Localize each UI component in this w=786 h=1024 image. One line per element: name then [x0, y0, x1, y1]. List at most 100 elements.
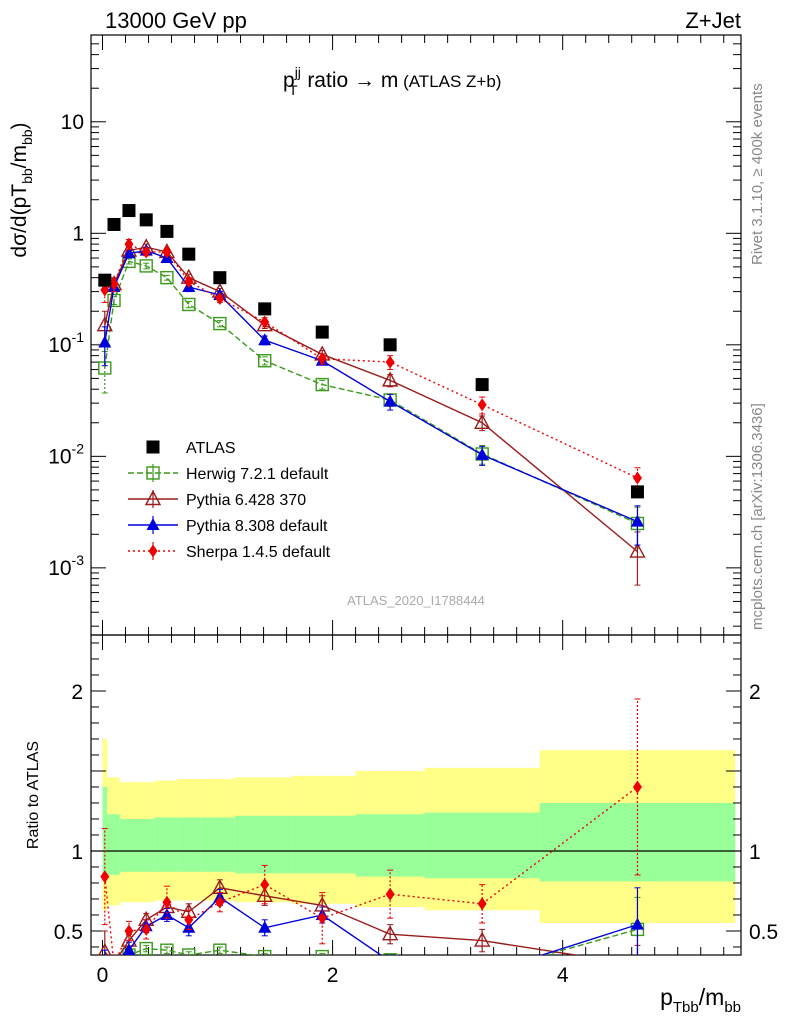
main-series-layer	[96, 204, 646, 586]
y-tick-label: 1	[72, 222, 84, 245]
data-point-sherpa	[100, 283, 110, 297]
ratio-point-sherpa	[184, 913, 194, 927]
data-point-sherpa	[317, 352, 327, 366]
x-axis-title: pTbb/mbb	[660, 984, 741, 1016]
uncertainty-band-inner	[177, 817, 201, 872]
data-point-sherpa	[385, 355, 395, 369]
data-point-sherpa	[632, 471, 642, 485]
legend-marker-pythia6	[144, 490, 162, 506]
ratio-point-pythia8	[122, 943, 136, 955]
ratio-point-herwig	[258, 949, 272, 955]
data-point-sherpa	[184, 274, 194, 288]
data-point-pythia8	[258, 333, 272, 346]
uncertainty-band-inner	[424, 812, 540, 879]
data-point-atlas	[475, 378, 489, 392]
uncertainty-band-inner	[137, 819, 155, 872]
ratio-axis-ticks: 0 2 4 0.5 0.5 1 1 2 2	[54, 635, 778, 987]
data-point-sherpa	[124, 237, 134, 251]
ratio-point-herwig	[139, 941, 153, 955]
data-point-herwig	[107, 293, 121, 308]
uncertainty-band-inner	[234, 815, 293, 874]
x-tick-label: 2	[327, 964, 339, 987]
data-point-atlas	[258, 302, 272, 316]
ratio-point-pythia6	[473, 931, 491, 947]
uncertainty-band-inner	[154, 817, 178, 872]
y-tick-label: 10-3	[48, 552, 84, 580]
data-point-pythia6	[381, 371, 399, 387]
legend-label-pythia6: Pythia 6.428 370	[186, 492, 306, 509]
data-point-herwig	[182, 297, 196, 312]
ratio-point-sherpa	[317, 911, 327, 925]
ratio-point-herwig	[213, 943, 227, 955]
ratio-point-pythia6	[630, 957, 644, 970]
ratio-point-sherpa	[477, 897, 487, 911]
ratio-uncertainty-bands	[91, 739, 741, 923]
ratio-point-pythia8	[258, 920, 272, 933]
data-point-herwig	[139, 259, 153, 273]
data-point-pythia8	[122, 246, 136, 259]
ratio-point-pythia8	[476, 967, 489, 979]
ratio-point-herwig	[315, 949, 329, 955]
data-point-herwig	[315, 377, 329, 392]
x-tick-label: 4	[557, 964, 569, 987]
ratio-point-herwig	[108, 971, 120, 983]
ratio-series-layer	[98, 698, 645, 983]
ratio-y-tick-label: 2	[71, 681, 83, 704]
ratio-point-pythia8	[182, 920, 196, 933]
y-tick-label: 10	[61, 111, 84, 134]
data-point-atlas	[630, 485, 644, 499]
legend-label-sherpa: Sherpa 1.4.5 default	[186, 544, 331, 561]
data-point-sherpa	[109, 277, 119, 291]
mcplots-label: mcplots.cern.ch [arXiv:1306.3436]	[749, 403, 766, 630]
ratio-point-herwig	[182, 948, 196, 955]
uncertainty-band-inner	[200, 817, 235, 872]
ratio-point-pythia6	[98, 942, 112, 955]
data-point-atlas	[315, 325, 329, 339]
legend-label-herwig: Herwig 7.2.1 default	[186, 466, 329, 483]
data-point-pythia6	[473, 413, 491, 429]
ratio-panel-frame	[90, 634, 742, 956]
ratio-point-sherpa	[632, 780, 642, 794]
series-line-pythia8	[104, 249, 638, 523]
series-line-sherpa	[104, 243, 638, 479]
ratio-point-pythia6	[113, 954, 115, 955]
ratio-point-herwig	[160, 943, 174, 955]
legend: ATLAS Herwig 7.2.1 default Pythia 6.428 37…	[128, 440, 331, 561]
data-point-atlas	[107, 217, 121, 231]
ratio-point-pythia6	[256, 886, 273, 902]
data-point-herwig	[213, 316, 227, 331]
main-axis-ticks: 10-3 10-2 10-1 1 10	[48, 34, 741, 635]
ratio-point-sherpa	[100, 870, 110, 884]
ratio-point-herwig	[476, 967, 488, 979]
analysis-watermark: ATLAS_2020_I1788444	[347, 593, 485, 608]
process-label: Z+Jet	[685, 8, 741, 33]
data-point-atlas	[160, 224, 174, 238]
rivet-label: Rivet 3.1.10, ≥ 400k events	[749, 83, 766, 265]
uncertainty-band-inner	[292, 815, 356, 874]
legend-marker-sherpa	[148, 544, 158, 558]
data-point-sherpa	[260, 315, 270, 329]
ratio-point-pythia8	[630, 917, 644, 930]
data-point-atlas	[383, 338, 397, 352]
data-point-sherpa	[477, 398, 487, 412]
ratio-point-sherpa	[385, 887, 395, 901]
energy-label: 13000 GeV pp	[105, 8, 247, 33]
ratio-y-tick-label: 1	[749, 841, 761, 864]
ratio-y-tick-label: 0.5	[749, 921, 778, 944]
y-tick-label: 10-1	[48, 329, 84, 357]
ratio-point-sherpa	[141, 922, 151, 936]
ratio-point-sherpa	[124, 924, 134, 938]
data-point-atlas	[182, 247, 196, 261]
ratio-point-sherpa	[162, 895, 172, 909]
ratio-point-pythia6	[381, 925, 399, 941]
data-point-atlas	[98, 273, 112, 287]
legend-label-atlas: ATLAS	[186, 440, 236, 457]
ratio-y-tick-label: 2	[749, 681, 761, 704]
ratio-point-sherpa	[215, 895, 225, 909]
data-point-pythia8	[630, 514, 644, 527]
data-point-pythia8	[475, 447, 489, 460]
uncertainty-band-inner	[107, 814, 120, 875]
data-point-pythia8	[98, 335, 112, 348]
series-line-pythia6	[104, 246, 638, 553]
